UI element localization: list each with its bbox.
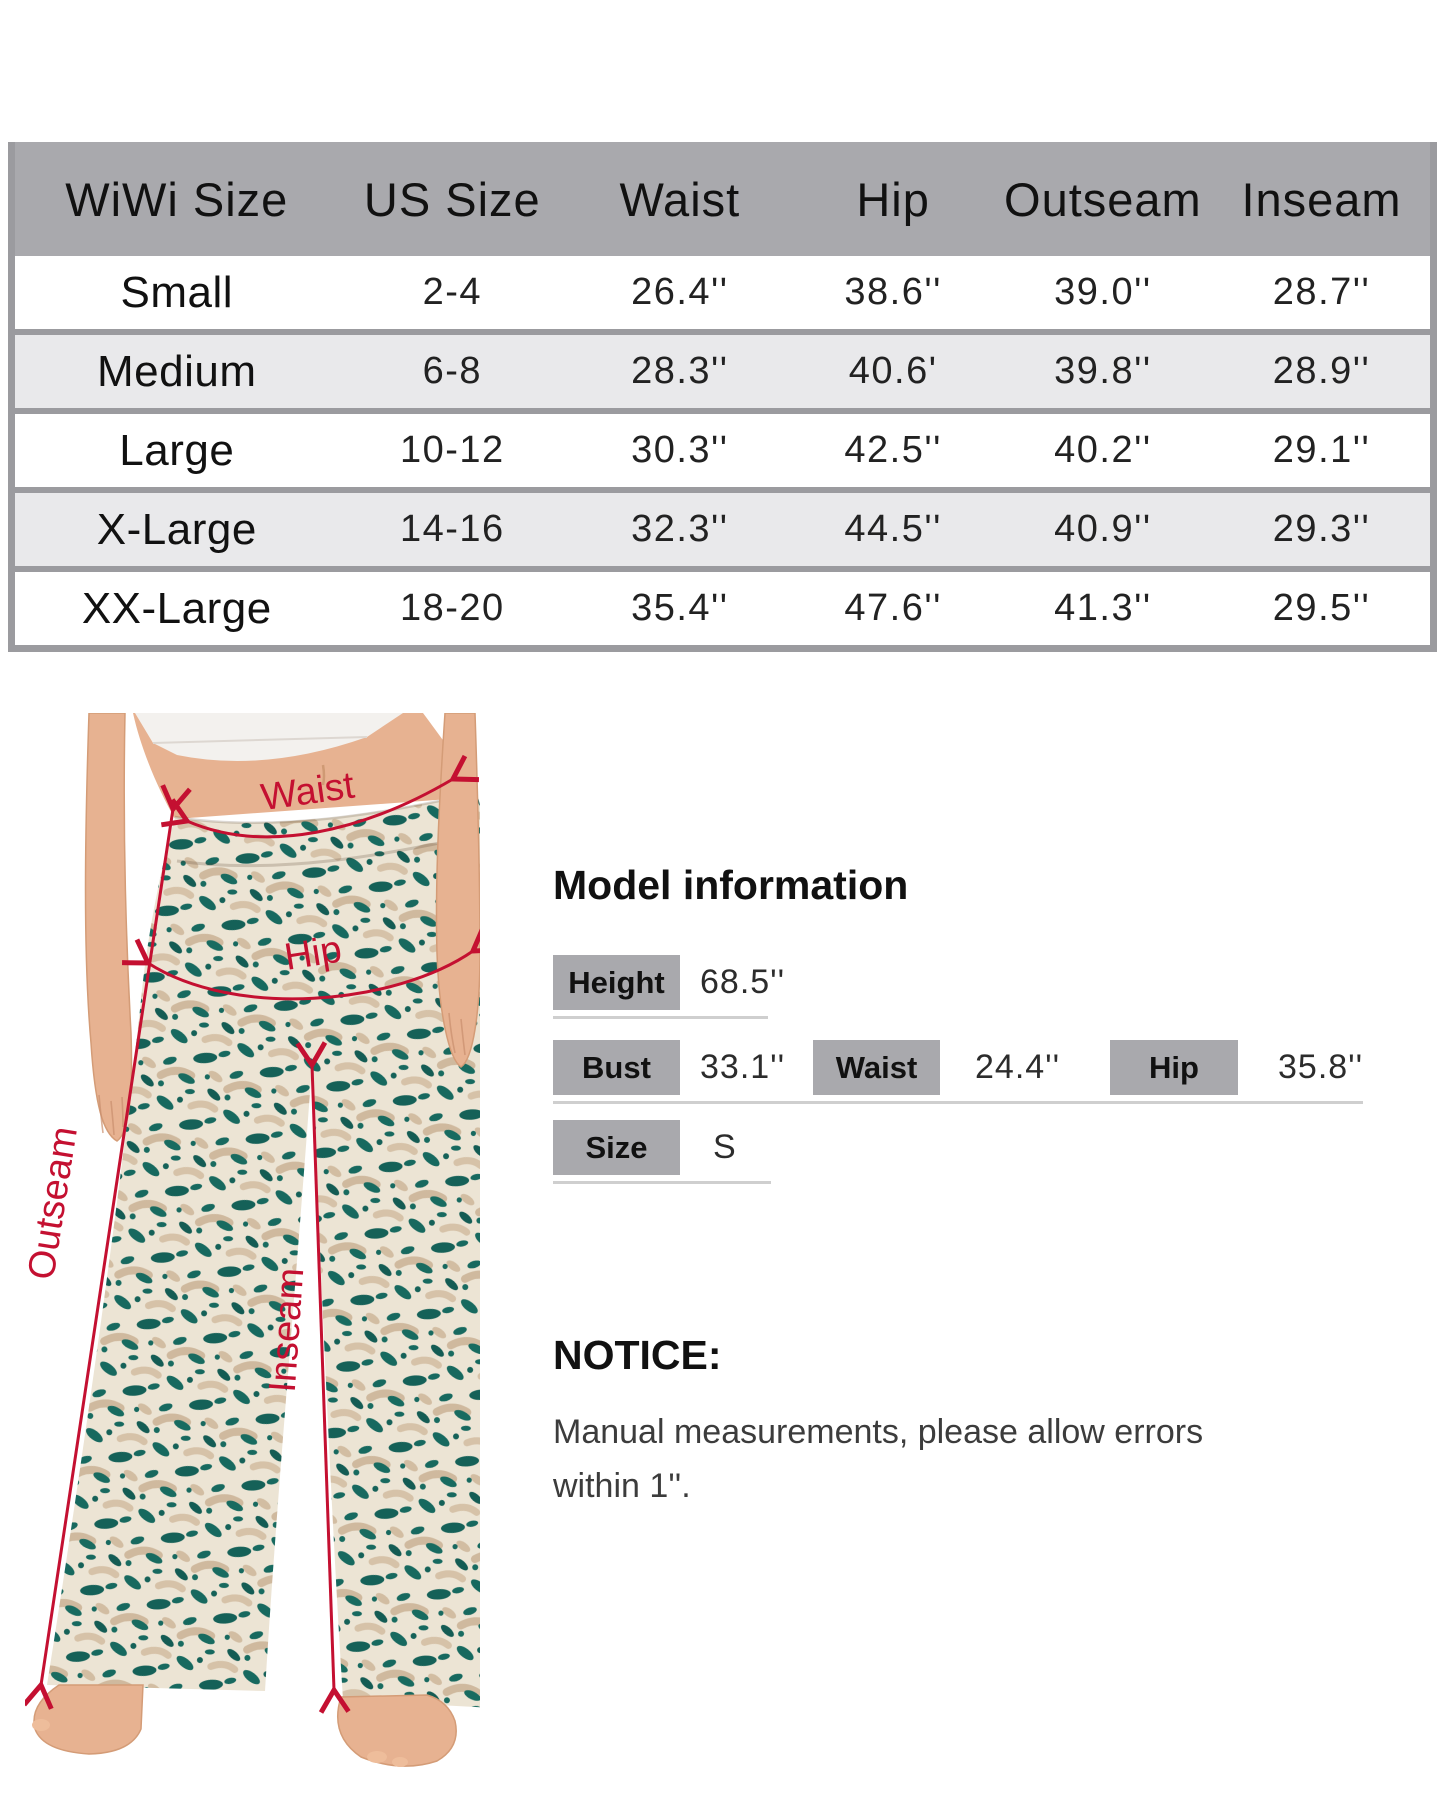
table-row-x-large: X-Large 14-16 32.3'' 44.5'' 40.9'' 29.3'…: [11, 487, 1434, 569]
cell-waist: 28.3'': [566, 329, 794, 411]
model-figure: [32, 713, 480, 1767]
cell-outseam: 39.8'': [992, 329, 1214, 411]
cell-hip: 42.5'': [793, 408, 993, 490]
cell-wiwi-size: Medium: [11, 329, 339, 411]
notice-body: Manual measurements, please allow errors…: [553, 1413, 1204, 1506]
cell-us-size: 18-20: [338, 566, 567, 649]
cell-us-size: 6-8: [338, 329, 567, 411]
cell-wiwi-size: X-Large: [11, 487, 339, 569]
cell-inseam: 28.7'': [1213, 256, 1434, 332]
model-information-title: Model information: [553, 862, 909, 908]
cell-outseam: 40.9'': [992, 487, 1214, 569]
bust-label-box: Bust: [553, 1040, 680, 1095]
inseam-annotation-label: Inseam: [262, 1267, 313, 1394]
cell-waist: 35.4'': [566, 566, 794, 649]
header-inseam: Inseam: [1213, 142, 1434, 256]
header-us-size: US Size: [338, 142, 567, 256]
waist-value: 24.4'': [975, 1048, 1061, 1086]
cell-outseam: 41.3'': [992, 566, 1214, 649]
bust-row-underline: [553, 1101, 1363, 1104]
cell-inseam: 29.5'': [1213, 566, 1434, 649]
header-wiwi-size: WiWi Size: [11, 142, 339, 256]
waist-arrow: [160, 754, 479, 839]
waist-label-box: Waist: [813, 1040, 940, 1095]
cell-inseam: 28.9'': [1213, 329, 1434, 411]
cell-inseam: 29.1'': [1213, 408, 1434, 490]
height-label-box: Height: [553, 955, 680, 1010]
cell-hip: 38.6'': [793, 256, 993, 332]
cell-waist: 32.3'': [566, 487, 794, 569]
bust-value: 33.1'': [700, 1048, 786, 1086]
measurement-annotations: [25, 754, 480, 1714]
inseam-arrow: [295, 1041, 351, 1714]
cell-hip: 47.6'': [793, 566, 993, 649]
height-value: 68.5'': [700, 963, 786, 1001]
hip-label-box: Hip: [1110, 1040, 1238, 1095]
cell-us-size: 14-16: [338, 487, 567, 569]
cell-outseam: 39.0'': [992, 256, 1214, 332]
notice-title: NOTICE:: [553, 1332, 722, 1378]
hip-value: 35.8'': [1278, 1048, 1364, 1086]
cell-wiwi-size: Small: [11, 256, 339, 332]
cell-waist: 30.3'': [566, 408, 794, 490]
table-header-row: WiWi Size US Size Waist Hip Outseam Inse…: [11, 142, 1434, 256]
size-chart-table: WiWi Size US Size Waist Hip Outseam Inse…: [8, 142, 1437, 652]
size-underline: [553, 1181, 771, 1184]
cell-waist: 26.4'': [566, 256, 794, 332]
hip-annotation-label: Hip: [282, 928, 345, 978]
header-hip: Hip: [793, 142, 993, 256]
table-row-small: Small 2-4 26.4'' 38.6'' 39.0'' 28.7'': [11, 256, 1434, 332]
cell-wiwi-size: Large: [11, 408, 339, 490]
outseam-annotation-label: Outseam: [25, 1124, 86, 1283]
cell-wiwi-size: XX-Large: [11, 566, 339, 649]
outseam-arrow: [25, 784, 192, 1710]
header-outseam: Outseam: [992, 142, 1214, 256]
header-waist: Waist: [566, 142, 794, 256]
table-row-medium: Medium 6-8 28.3'' 40.6' 39.8'' 28.9'': [11, 329, 1434, 411]
model-photo: Waist Hip Outseam Inseam: [25, 713, 480, 1767]
cell-outseam: 40.2'': [992, 408, 1214, 490]
size-value: S: [713, 1128, 737, 1166]
cell-hip: 44.5'': [793, 487, 993, 569]
cell-us-size: 10-12: [338, 408, 567, 490]
cell-inseam: 29.3'': [1213, 487, 1434, 569]
height-underline: [553, 1016, 768, 1019]
table-row-xx-large: XX-Large 18-20 35.4'' 47.6'' 41.3'' 29.5…: [11, 566, 1434, 649]
cell-us-size: 2-4: [338, 256, 567, 332]
cell-hip: 40.6': [793, 329, 993, 411]
size-label-box: Size: [553, 1120, 680, 1175]
table-row-large: Large 10-12 30.3'' 42.5'' 40.2'' 29.1'': [11, 408, 1434, 490]
